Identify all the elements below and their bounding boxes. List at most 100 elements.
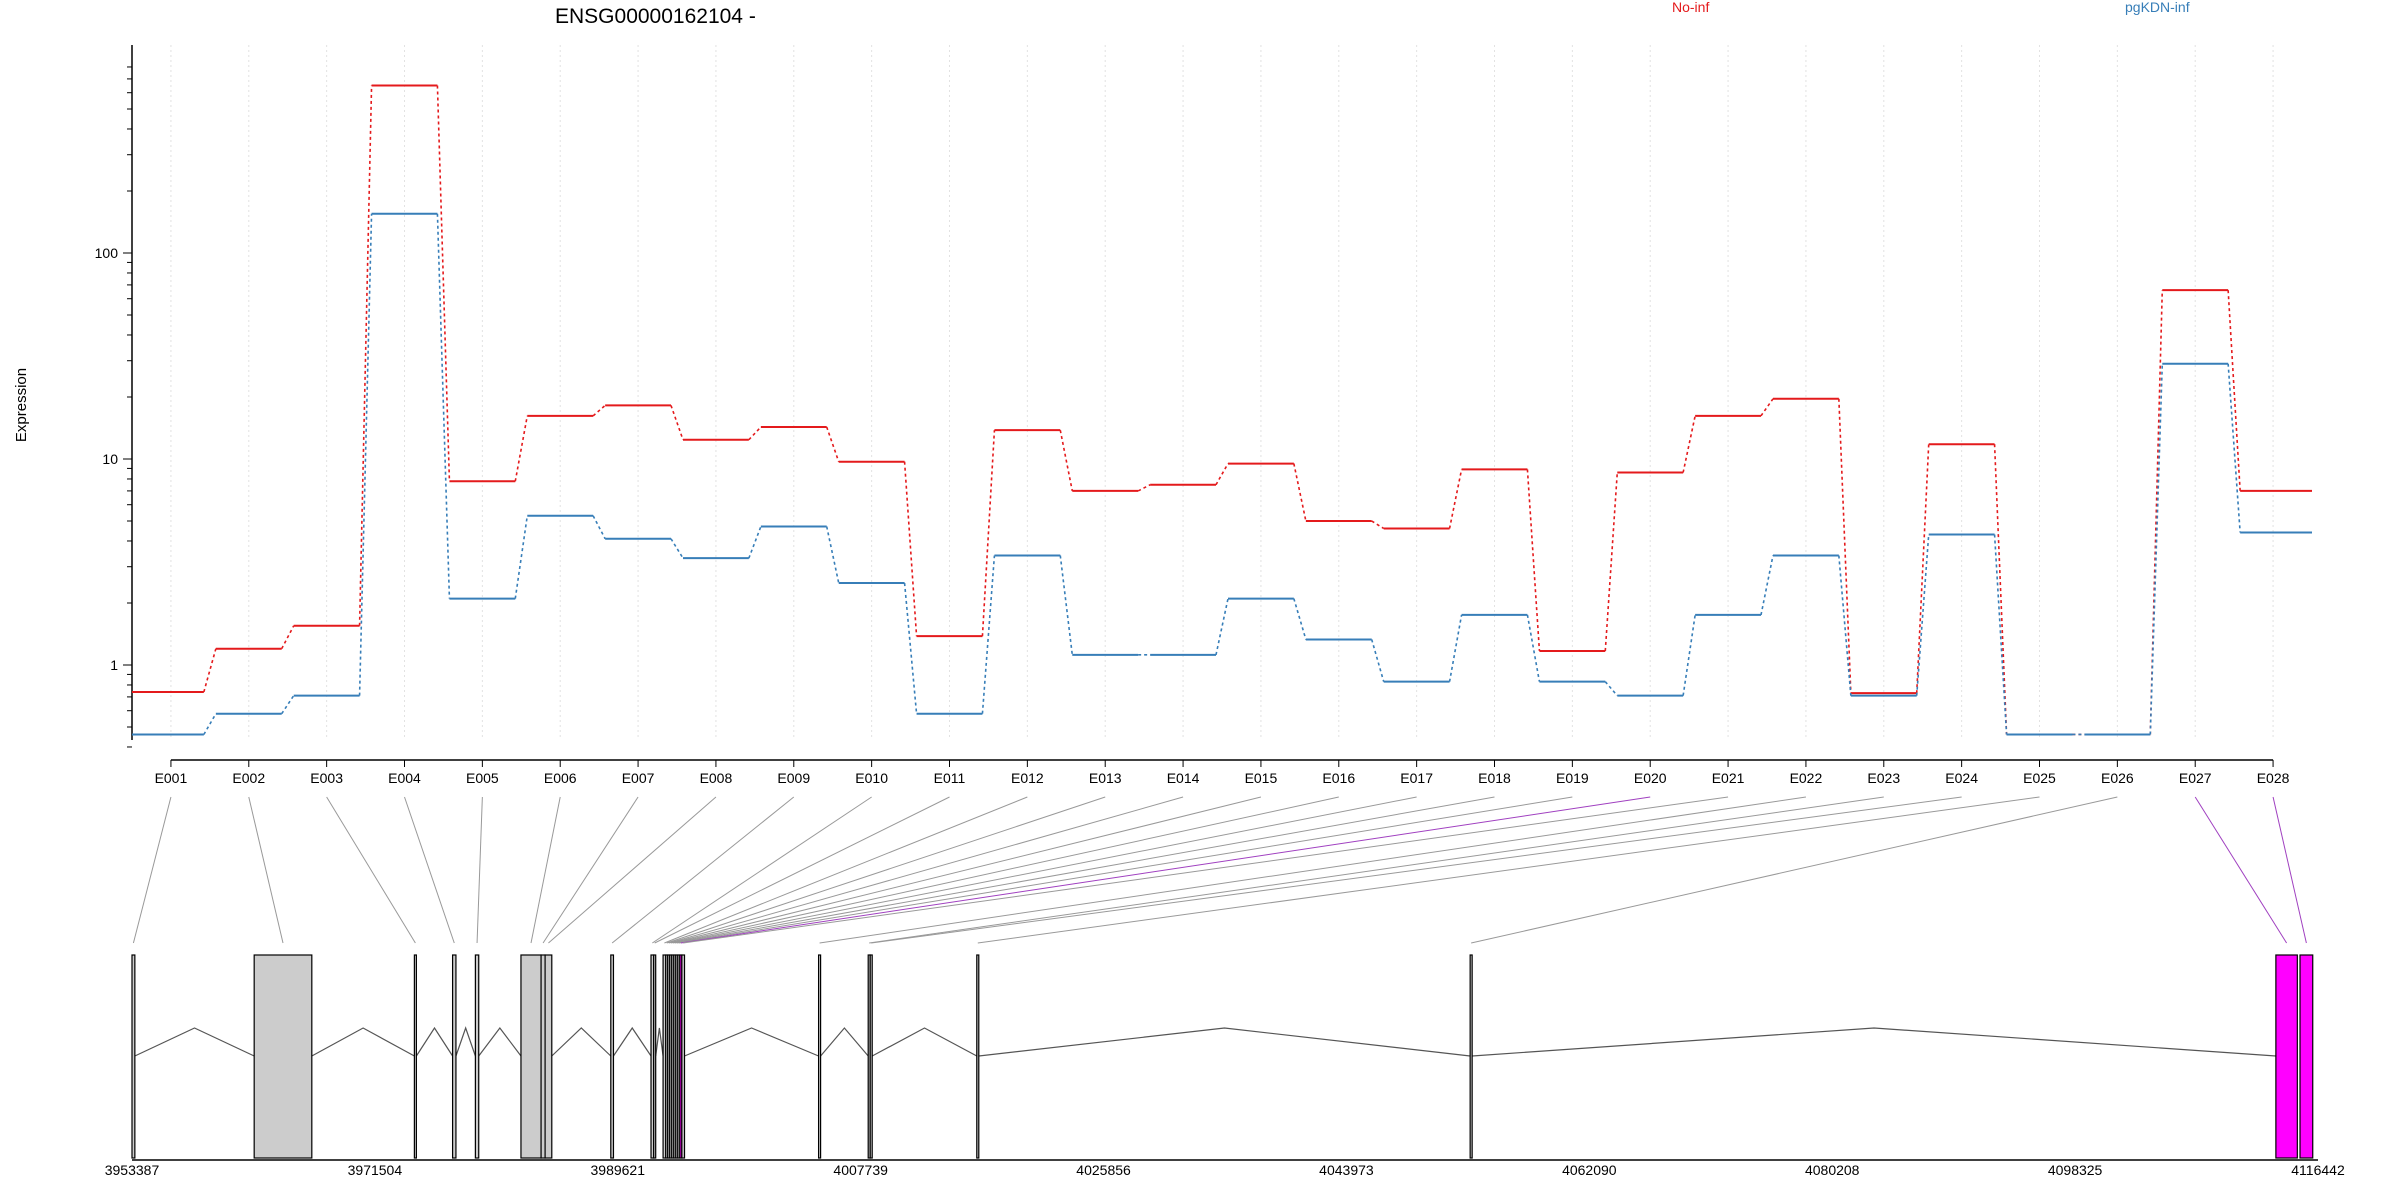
genomic-tick-label: 3953387 (105, 1162, 160, 1178)
series-1-step-e016 (1370, 639, 1385, 682)
genomic-tick-label: 4007739 (833, 1162, 888, 1178)
connector-e027 (2194, 796, 2288, 944)
intron-e008 (551, 1027, 612, 1057)
gene-model (131, 954, 2314, 1159)
connector-e019 (678, 796, 1573, 944)
connector-e026 (1471, 796, 2118, 944)
intron-e005 (478, 1027, 522, 1057)
x-tick-label-e011: E011 (934, 770, 966, 786)
x-tick-label-e025: E025 (2023, 770, 2056, 786)
series-1-step-e023 (1915, 534, 1930, 696)
connector-e022 (819, 796, 1807, 944)
series-1-step-e009 (825, 526, 840, 584)
x-tick-label-e009: E009 (777, 770, 810, 786)
connector-e008 (548, 796, 717, 944)
genomic-tick-label: 4116442 (2291, 1162, 2345, 1178)
connector-e003 (326, 796, 416, 944)
series-0-step-e022 (1838, 398, 1852, 694)
series-1-step-e027 (2227, 363, 2241, 533)
x-tick-label-e008: E008 (700, 770, 733, 786)
genomic-tick-label: 4098325 (2048, 1162, 2103, 1178)
series-0-step-e007 (670, 405, 684, 441)
exon-box-e007 (540, 954, 546, 1159)
series-1-step-e018 (1526, 614, 1541, 682)
exon-box-e006 (520, 954, 542, 1159)
series-1-step-e004 (436, 213, 451, 599)
x-tick-label-e018: E018 (1478, 770, 1511, 786)
x-tick-label-e023: E023 (1867, 770, 1900, 786)
x-tick-label-e013: E013 (1089, 770, 1122, 786)
exon-box-e027 (2275, 954, 2298, 1159)
y-axis-label: Expression (13, 368, 30, 442)
series-0-step-e005 (514, 415, 529, 482)
series-0-step-e004 (436, 85, 451, 482)
series-1-step-e024 (1993, 534, 2008, 735)
series-1-step-e012 (1059, 555, 1074, 655)
x-tick-label-e024: E024 (1945, 770, 1978, 786)
chart-title: ENSG00000162104 - (555, 5, 756, 28)
series-1-step-e014 (1215, 598, 1229, 656)
series-1-step-e022 (1838, 555, 1852, 696)
series-0-step-e003 (358, 85, 373, 626)
series-0-step-e020 (1682, 415, 1696, 473)
exon-box-e028 (2299, 954, 2314, 1159)
exon-box-e009 (610, 954, 615, 1159)
series-1-step-e015 (1293, 598, 1307, 640)
series-0-step-e002 (281, 625, 295, 650)
connector-e007 (542, 796, 639, 944)
series-1-step-e006 (592, 515, 606, 540)
x-tick-label-e012: E012 (1011, 770, 1044, 786)
connector-e023 (869, 796, 1884, 944)
intron-e004 (455, 1026, 476, 1057)
x-tick-label-e001: E001 (155, 770, 188, 786)
genomic-axis: 3953387 3971504 3989621 4007739 4025856 40439… (105, 1159, 2345, 1178)
series-0-step-e008 (748, 426, 762, 441)
exon-box-e001 (131, 954, 136, 1159)
connector-e004 (404, 796, 455, 944)
genomic-tick-label: 4062090 (1562, 1162, 1617, 1178)
connector-e018 (676, 796, 1495, 944)
legend-entry-no-inf: No-inf (1672, 0, 1709, 15)
intron-e009 (612, 1026, 652, 1057)
intron-e022 (820, 1027, 869, 1057)
series-1-step-e001 (203, 713, 217, 735)
exon-connector-lines (132, 796, 2307, 944)
connector-e021 (683, 796, 1729, 944)
y-tick-label: 10 (102, 451, 118, 467)
intron-e003 (415, 1026, 454, 1057)
series-0-step-e012 (1059, 430, 1074, 492)
connector-e009 (611, 796, 795, 944)
connector-e028 (2272, 796, 2307, 944)
series-0-step-e013 (1137, 484, 1151, 492)
intron-e002 (311, 1027, 415, 1057)
x-tick-label-e020: E020 (1634, 770, 1667, 786)
connector-e017 (674, 796, 1417, 944)
series-1-step-e005 (514, 515, 529, 599)
genomic-tick-label: 4025856 (1076, 1162, 1131, 1178)
connector-e011 (654, 796, 950, 944)
connector-e014 (668, 796, 1184, 944)
intron-e001 (134, 1027, 255, 1057)
exon-box-e002 (253, 954, 313, 1159)
series-0-step-e017 (1448, 469, 1463, 529)
x-tick-label-e005: E005 (466, 770, 499, 786)
y-tick-label: 100 (95, 245, 119, 261)
series-lines (132, 84, 2312, 736)
x-tick-label-e003: E003 (310, 770, 343, 786)
series-1-step-e007 (670, 538, 684, 559)
y-tick-label: 1 (110, 657, 118, 673)
intron-e025 (978, 1027, 1471, 1057)
exon-box-e022 (817, 954, 822, 1159)
x-tick-label-e007: E007 (622, 770, 655, 786)
exon-box-e005 (474, 954, 480, 1159)
series-1-step-e020 (1682, 614, 1696, 696)
series-0-step-e006 (592, 404, 606, 417)
x-tick-label-e019: E019 (1556, 770, 1589, 786)
series-0-step-e018 (1526, 469, 1541, 652)
series-1-step-e026 (2149, 363, 2164, 735)
series-1-step-e021 (1760, 555, 1774, 616)
series-0-step-e015 (1293, 463, 1307, 522)
x-tick-label-e027: E027 (2179, 770, 2212, 786)
x-tick-label-e026: E026 (2101, 770, 2134, 786)
